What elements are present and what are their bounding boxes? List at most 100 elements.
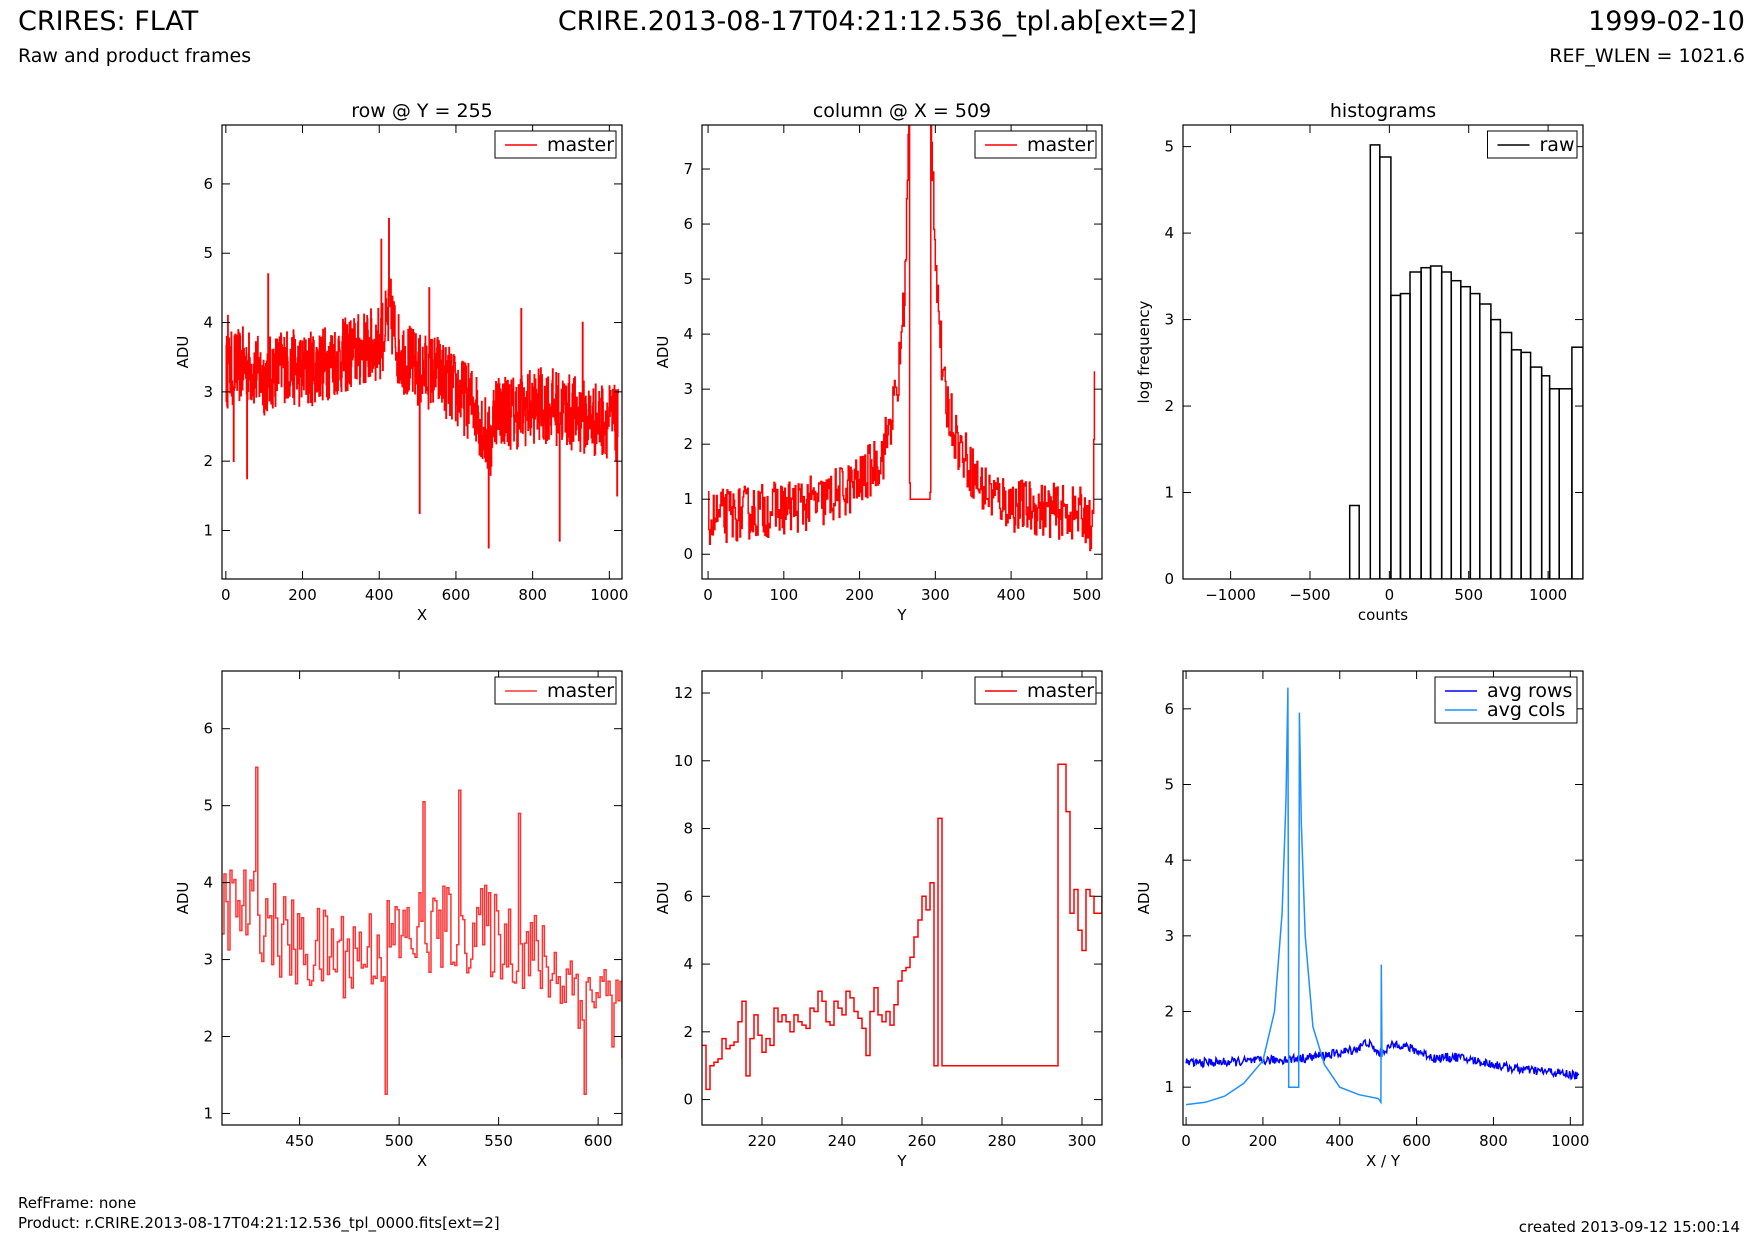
y-tick-label: 10	[674, 752, 693, 770]
y-tick-label: 7	[683, 160, 693, 178]
hist-bar	[1369, 144, 1381, 579]
y-tick-label: 3	[683, 380, 693, 398]
series-line-master	[225, 217, 619, 549]
y-tick-label: 0	[683, 545, 693, 563]
x-axis-label: Y	[896, 1152, 907, 1170]
y-tick-label: 2	[203, 1028, 213, 1046]
legend: master	[974, 676, 1097, 705]
legend: master	[494, 676, 617, 705]
y-tick-label: 5	[203, 797, 213, 815]
legend-label: avg rows	[1487, 680, 1572, 702]
x-tick-label: 1000	[590, 586, 628, 604]
y-tick-label: 4	[683, 325, 693, 343]
hist-bar	[1548, 388, 1560, 579]
x-tick-label: 500	[385, 1132, 414, 1150]
x-tick-label: 500	[1073, 586, 1102, 604]
x-tick-label: 200	[288, 586, 317, 604]
x-tick-label: 100	[769, 586, 798, 604]
plot-frame	[701, 124, 1103, 580]
y-tick-label: 4	[683, 955, 693, 973]
y-tick-label: 1	[1164, 484, 1174, 502]
y-axis-label: ADU	[654, 336, 672, 369]
observation-date: 1999-02-10	[1588, 6, 1745, 37]
legend: raw	[1487, 130, 1578, 159]
y-axis-label: ADU	[174, 882, 192, 915]
plot-area	[222, 766, 622, 1095]
plot-area	[708, 125, 1096, 552]
y-tick-label: 1	[203, 521, 213, 539]
plot-frame	[1182, 124, 1584, 580]
hist-bar	[1520, 351, 1532, 579]
series-line-avg-cols	[1186, 687, 1384, 1106]
x-tick-label: 600	[1402, 1132, 1431, 1150]
plot-frame	[1182, 670, 1584, 1126]
hist-bar	[1529, 366, 1543, 579]
y-tick-label: 3	[203, 951, 213, 969]
plot-area	[702, 763, 1102, 1091]
hist-bar	[1420, 266, 1432, 579]
y-axis-label: ADU	[174, 336, 192, 369]
hist-bar	[1479, 303, 1492, 579]
series-line-master	[222, 766, 622, 1095]
y-tick-label: 12	[674, 684, 693, 702]
hist-bar	[1440, 271, 1452, 579]
created-timestamp: created 2013-09-12 15:00:14	[1518, 1218, 1740, 1236]
x-tick-label: 0	[703, 586, 713, 604]
chart-column: 0 100 200 300 400 500 0 1 2 3 4 5 6 7 column @ X = 509…	[654, 100, 1103, 624]
x-axis-label: X	[417, 1152, 427, 1170]
legend-label: master	[1027, 134, 1094, 156]
y-tick-label: 6	[683, 887, 693, 905]
plot-frame	[221, 670, 623, 1126]
x-tick-label: 1000	[1551, 1132, 1589, 1150]
y-tick-label: 5	[683, 270, 693, 288]
legend-label: master	[547, 134, 614, 156]
x-tick-label: 400	[1325, 1132, 1354, 1150]
plot-area	[1185, 687, 1580, 1106]
x-tick-label: 500	[1454, 586, 1483, 604]
hist-bar	[1379, 156, 1392, 579]
x-tick-label: 300	[1068, 1132, 1097, 1150]
hist-bar	[1399, 292, 1411, 579]
legend: master	[494, 130, 617, 159]
chart-title: histograms	[1330, 100, 1436, 122]
x-tick-label: 450	[285, 1132, 314, 1150]
hist-bar	[1510, 349, 1522, 579]
chart-row: 0 200 400 600 800 1000 1 2 3 4 5 6 row @ Y = 255 X ADU…	[174, 100, 628, 624]
y-tick-label: 5	[1164, 776, 1174, 794]
x-axis-label: X	[417, 606, 427, 624]
y-tick-label: 1	[203, 1104, 213, 1122]
x-tick-label: 200	[845, 586, 874, 604]
hist-bar	[1409, 271, 1422, 579]
hist-bar	[1450, 279, 1462, 579]
y-tick-label: 1	[683, 490, 693, 508]
legend: master	[974, 130, 1097, 159]
series-line-master	[702, 763, 1102, 1091]
plot-frame	[221, 124, 623, 580]
y-axis-label: log frequency	[1135, 300, 1153, 403]
y-tick-label: 6	[683, 215, 693, 233]
x-tick-label: 600	[442, 586, 471, 604]
chart-title: column @ X = 509	[813, 100, 991, 122]
report-subtitle: Raw and product frames	[18, 45, 252, 67]
product-label: Product: r.CRIRE.2013-08-17T04:21:12.536…	[18, 1214, 500, 1232]
y-tick-label: 2	[1164, 397, 1174, 415]
x-tick-label: 260	[908, 1132, 937, 1150]
y-tick-label: 8	[683, 820, 693, 838]
hist-bar	[1540, 375, 1551, 579]
y-tick-label: 2	[683, 435, 693, 453]
x-tick-label: 400	[365, 586, 394, 604]
legend-box	[1434, 676, 1578, 724]
chart-row_zoom: 450 500 550 600 1 2 3 4 5 6 X ADU master	[174, 670, 623, 1170]
hist-bar	[1460, 285, 1472, 579]
y-tick-label: 1	[1164, 1078, 1174, 1096]
x-tick-label: 200	[1249, 1132, 1278, 1150]
x-tick-label: 800	[1479, 1132, 1508, 1150]
y-tick-label: 4	[203, 314, 213, 332]
y-tick-label: 3	[203, 383, 213, 401]
y-tick-label: 2	[1164, 1003, 1174, 1021]
y-tick-label: 4	[1164, 851, 1174, 869]
chart-avg: 0 200 400 600 800 1000 1 2 3 4 5 6 X / Y ADU avg rowsa…	[1135, 670, 1589, 1170]
y-tick-label: 0	[683, 1091, 693, 1109]
